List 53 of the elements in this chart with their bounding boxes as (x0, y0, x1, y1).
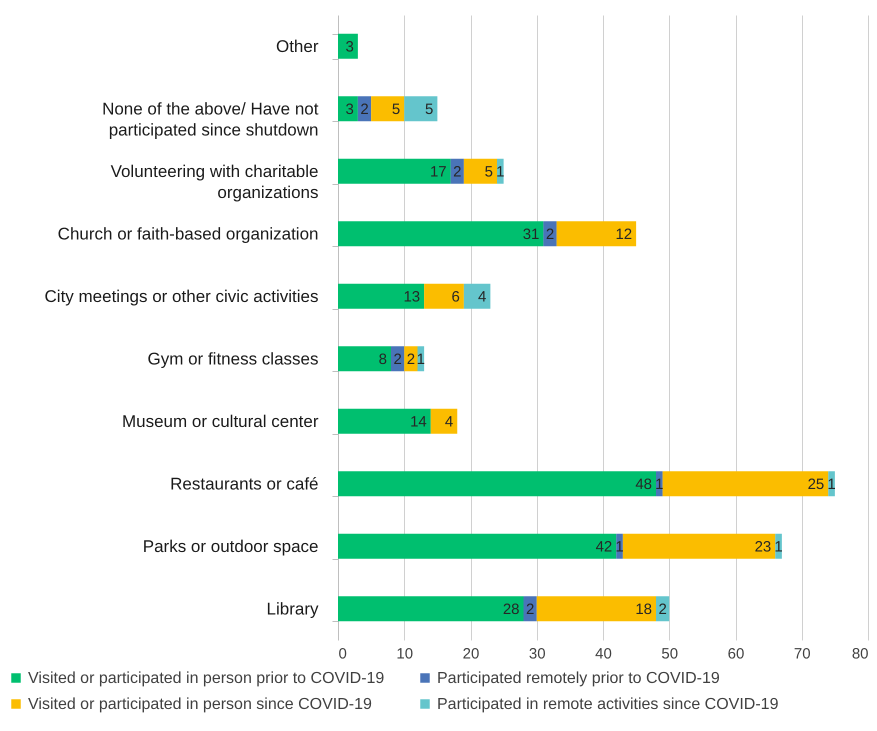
x-tick-label: 0 (338, 646, 347, 662)
data-label: 4 (478, 288, 486, 306)
data-label: 13 (403, 288, 420, 306)
data-label: 1 (774, 538, 783, 556)
data-label: 28 (502, 600, 520, 618)
x-tick-label: 10 (396, 646, 414, 662)
data-label: 23 (754, 538, 772, 556)
data-label: 8 (378, 350, 387, 368)
data-label: 2 (453, 163, 462, 180)
data-label: 2 (406, 350, 416, 368)
data-label: 2 (393, 350, 402, 368)
y-tick-label: Church or faith-based organization (58, 224, 318, 244)
data-label: 31 (522, 226, 540, 243)
data-label: 42 (596, 538, 612, 556)
data-label: 6 (452, 288, 460, 306)
y-tick-label: Parks or outdoor space (142, 536, 318, 556)
y-tick-label: Volunteering with charitable organizations (110, 162, 318, 202)
data-label: 2 (526, 600, 534, 618)
x-tick-label: 20 (462, 646, 480, 662)
data-label: 2 (658, 600, 667, 618)
data-label: 18 (635, 600, 652, 618)
legend-label: Participated in remote activities since COVID-19 (437, 696, 779, 713)
data-label: 2 (546, 226, 554, 243)
data-label: 48 (635, 476, 652, 493)
data-label: 5 (425, 100, 434, 118)
x-tick-label: 60 (728, 646, 744, 662)
y-tick-label: City meetings or other civic activities (44, 286, 318, 306)
data-label: 3 (346, 38, 354, 56)
data-label: 4 (444, 413, 454, 430)
x-tick-label: 70 (794, 646, 811, 662)
y-tick-label: Museum or cultural center (122, 412, 319, 431)
x-tick-label: 50 (661, 646, 678, 662)
data-label: 1 (827, 476, 836, 493)
x-tick-label: 30 (528, 646, 546, 662)
y-tick-label: Library (266, 599, 319, 618)
y-tick-label: Other (276, 36, 319, 56)
data-label: 3 (346, 100, 354, 118)
y-tick-label: None of the above/ Have not participated since shutdown (102, 99, 319, 140)
data-label: 12 (615, 226, 632, 243)
legend-label: Visited or participated in person prior to COVID-19 (28, 670, 384, 687)
legend-label: Visited or participated in person since COVID-19 (28, 696, 372, 713)
y-tick-label: Gym or fitness classes (148, 349, 318, 368)
data-label: 14 (410, 413, 427, 430)
data-label: 17 (430, 163, 447, 180)
y-tick-label: Restaurants or café (170, 474, 318, 494)
data-label: 5 (484, 163, 493, 180)
data-label: 25 (808, 476, 824, 493)
data-label: 5 (392, 100, 400, 118)
x-tick-label: 80 (852, 646, 868, 662)
x-tick-label: 40 (595, 646, 612, 662)
legend-label: Participated remotely prior to COVID-19 (437, 670, 720, 687)
data-label: 1 (615, 538, 624, 556)
data-label: 2 (360, 100, 369, 118)
